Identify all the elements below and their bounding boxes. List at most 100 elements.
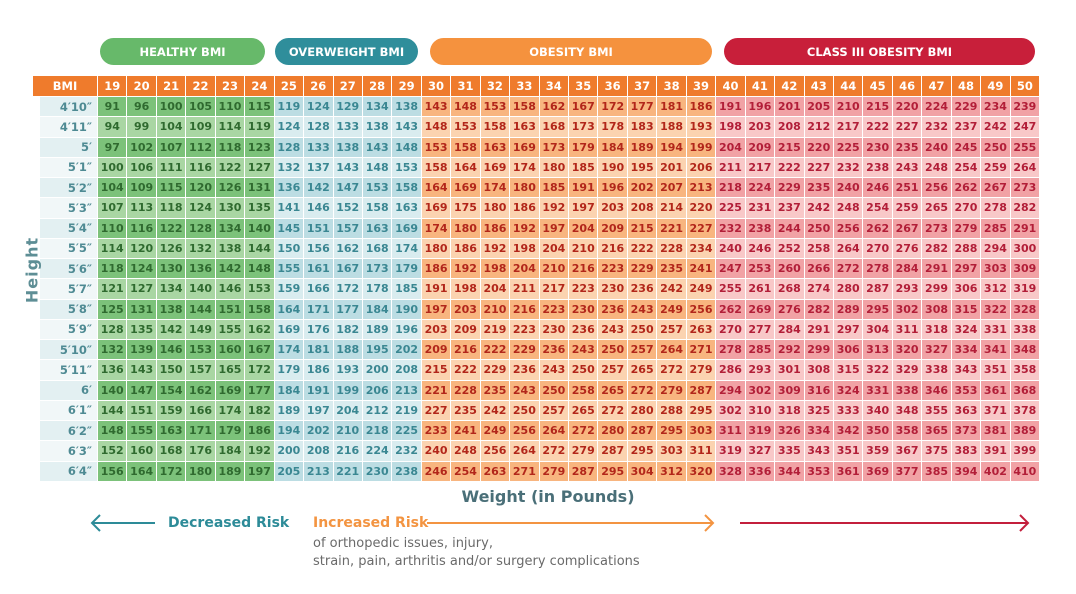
weight-cell: 264 (657, 340, 686, 360)
weight-cell: 213 (686, 178, 716, 198)
weight-cell: 310 (745, 400, 775, 420)
weight-cell: 242 (480, 400, 510, 420)
weight-cell: 264 (510, 441, 539, 461)
weight-cell: 96 (127, 97, 156, 117)
weight-cell: 129 (333, 97, 362, 117)
weight-cell: 121 (98, 279, 127, 299)
weight-cell: 250 (598, 340, 627, 360)
weight-cell: 148 (421, 117, 451, 137)
weight-cell: 272 (657, 360, 686, 380)
bmi-header: 25 (274, 76, 304, 96)
weight-cell: 363 (951, 400, 981, 420)
weight-cell: 297 (951, 259, 981, 279)
weight-cell: 153 (421, 137, 451, 157)
weight-cell: 208 (775, 117, 804, 137)
weight-cell: 257 (598, 360, 627, 380)
weight-cell: 203 (598, 198, 627, 218)
weight-cell: 331 (981, 319, 1010, 339)
weight-cell: 206 (686, 157, 716, 177)
weight-cell: 293 (745, 360, 775, 380)
weight-cell: 152 (333, 198, 362, 218)
weight-cell: 132 (186, 238, 215, 258)
weight-cell: 282 (1010, 198, 1040, 218)
weight-cell: 394 (951, 461, 981, 481)
weight-cell: 269 (745, 299, 775, 319)
height-label: 5′6″ (40, 259, 97, 279)
weight-cell: 119 (245, 117, 274, 137)
weight-cell: 270 (716, 319, 745, 339)
weight-cell: 302 (892, 299, 922, 319)
weight-cell: 358 (1010, 360, 1040, 380)
weight-cell: 145 (274, 218, 304, 238)
weight-cell: 295 (627, 441, 657, 461)
weight-cell: 320 (686, 461, 716, 481)
weight-cell: 142 (304, 178, 333, 198)
weight-cell: 172 (245, 360, 274, 380)
bmi-header: 38 (657, 76, 686, 96)
weight-cell: 192 (480, 238, 510, 258)
weight-cell: 258 (569, 380, 598, 400)
weight-cell: 105 (186, 97, 215, 117)
weight-cell: 248 (922, 157, 951, 177)
weight-cell: 322 (863, 360, 892, 380)
weight-cell: 128 (186, 218, 215, 238)
weight-cell: 160 (215, 340, 245, 360)
weight-cell: 131 (127, 299, 156, 319)
weight-cell: 190 (392, 299, 421, 319)
weight-cell: 186 (510, 198, 539, 218)
weight-cell: 151 (304, 218, 333, 238)
weight-cell: 216 (569, 259, 598, 279)
weight-cell: 147 (127, 380, 156, 400)
weight-cell: 353 (951, 380, 981, 400)
weight-cell: 208 (627, 198, 657, 218)
weight-cell: 192 (451, 259, 480, 279)
weight-cell: 178 (362, 279, 392, 299)
weight-cell: 176 (304, 319, 333, 339)
weight-cell: 124 (274, 117, 304, 137)
weight-cell: 270 (951, 198, 981, 218)
weight-cell: 210 (539, 259, 569, 279)
weight-cell: 143 (392, 117, 421, 137)
weight-cell: 173 (569, 117, 598, 137)
weight-cell: 128 (304, 117, 333, 137)
weight-cell: 230 (863, 137, 892, 157)
weight-cell: 304 (863, 319, 892, 339)
category-pill: CLASS III OBESITY BMI (724, 38, 1035, 65)
weight-cell: 333 (834, 400, 863, 420)
weight-cell: 279 (686, 360, 716, 380)
weight-cell: 250 (510, 400, 539, 420)
weight-cell: 279 (539, 461, 569, 481)
weight-cell: 369 (863, 461, 892, 481)
weight-cell: 250 (627, 319, 657, 339)
bmi-header: 23 (215, 76, 245, 96)
weight-cell: 212 (804, 117, 833, 137)
weight-cell: 203 (451, 299, 480, 319)
weight-cell: 284 (892, 259, 922, 279)
weight-cell: 236 (569, 319, 598, 339)
weight-cell: 186 (686, 97, 716, 117)
weight-cell: 287 (569, 461, 598, 481)
bmi-header: 22 (186, 76, 215, 96)
weight-cell: 224 (362, 441, 392, 461)
weight-cell: 223 (598, 259, 627, 279)
weight-cell: 232 (392, 441, 421, 461)
weight-cell: 167 (333, 259, 362, 279)
weight-cell: 256 (510, 421, 539, 441)
height-label: 6′1″ (40, 400, 97, 420)
weight-cell: 343 (804, 441, 833, 461)
weight-cell: 279 (951, 218, 981, 238)
weight-cell: 107 (156, 137, 186, 157)
weight-cell: 402 (981, 461, 1010, 481)
weight-cell: 222 (775, 157, 804, 177)
weight-cell: 334 (804, 421, 833, 441)
weight-cell: 250 (569, 360, 598, 380)
weight-cell: 299 (922, 279, 951, 299)
bmi-header: 21 (156, 76, 186, 96)
bmi-header: 24 (245, 76, 274, 96)
weight-cell: 311 (892, 319, 922, 339)
weight-cell: 122 (215, 157, 245, 177)
weight-cell: 150 (274, 238, 304, 258)
weight-cell: 222 (480, 340, 510, 360)
weight-cell: 232 (834, 157, 863, 177)
weight-cell: 122 (156, 218, 186, 238)
